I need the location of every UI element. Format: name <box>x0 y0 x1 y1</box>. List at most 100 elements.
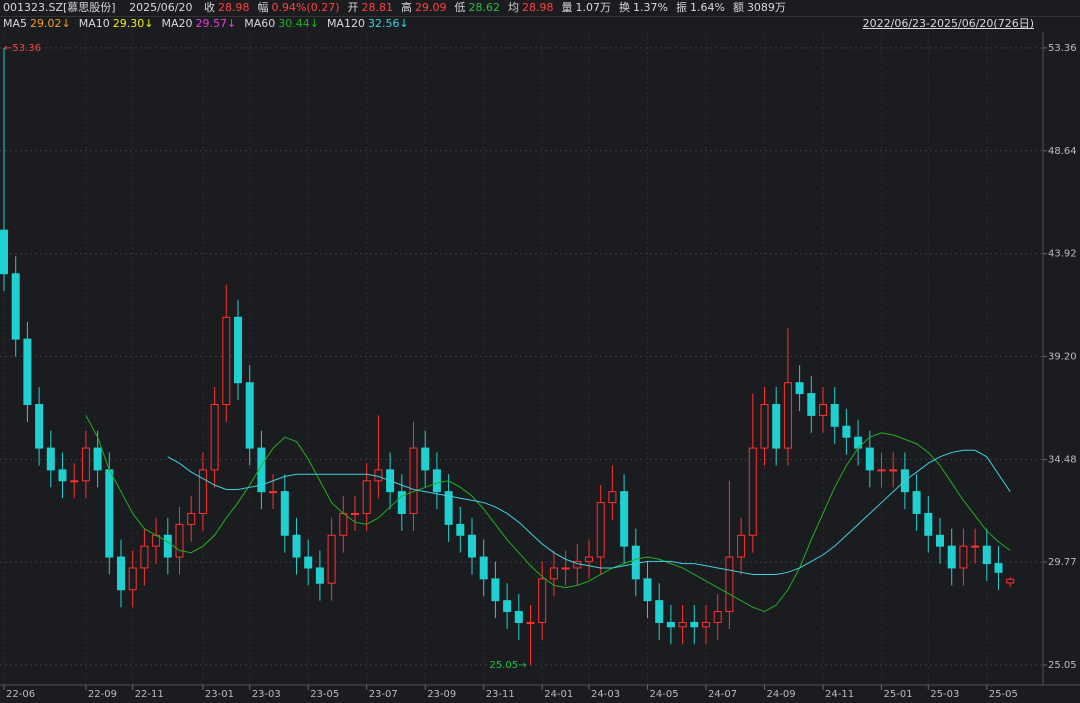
x-tick-label: 24-01 <box>544 689 573 700</box>
candle-body <box>269 491 278 494</box>
date-range[interactable]: 2022/06/23-2025/06/20(726日) <box>862 17 1034 30</box>
candle-body <box>280 491 289 536</box>
x-tick-label: 23-05 <box>310 689 339 700</box>
candle-body <box>432 469 441 493</box>
candle-body <box>912 491 921 514</box>
candle-body <box>315 567 324 584</box>
quote-value: 28.98 <box>522 1 554 14</box>
y-tick-label: 53.36 <box>1048 43 1077 54</box>
candle-body <box>444 491 453 525</box>
candle-body <box>549 567 558 580</box>
candle-body <box>292 534 301 558</box>
quote-label: 额 <box>732 1 744 14</box>
candle-body <box>971 545 980 548</box>
candle-body <box>924 512 933 536</box>
candle-body <box>234 316 242 384</box>
candle-body <box>807 393 816 416</box>
candle-body <box>690 621 699 628</box>
candle-body <box>409 447 418 514</box>
candle-body <box>666 621 675 628</box>
quote-value: 28.62 <box>468 1 501 14</box>
quote-value: 28.98 <box>218 1 250 14</box>
candle-body <box>877 469 886 472</box>
candle-body <box>760 403 769 449</box>
x-tick-label: 22-09 <box>88 689 117 700</box>
x-tick-label: 24-11 <box>825 689 854 700</box>
candle-body <box>327 534 336 584</box>
candle-body <box>23 338 32 405</box>
x-tick-label: 24-07 <box>708 689 737 700</box>
candle-body <box>737 534 746 558</box>
quote-label: 幅 <box>257 1 269 14</box>
x-tick-label: 24-03 <box>591 689 620 700</box>
candle-body <box>795 382 804 395</box>
candle-body <box>257 447 266 493</box>
date: 2025/06/20 <box>129 1 193 14</box>
candle-body <box>994 563 1003 573</box>
ma-value: 29.02↓ <box>30 17 71 30</box>
quote-bar: 001323.SZ[慕思股份] 2025/06/20 收 28.98 幅 0.94%(… <box>0 0 1080 17</box>
ma-name: MA120 <box>326 17 365 30</box>
candle-body <box>491 578 500 602</box>
ma-name: MA20 <box>161 17 193 30</box>
ma-value: 32.56↓ <box>367 17 409 30</box>
candle-body <box>105 469 114 558</box>
candle-body <box>947 545 956 569</box>
ma-value: 29.57↓ <box>195 17 237 30</box>
y-tick-label: 39.20 <box>1048 352 1077 363</box>
candle-body <box>783 382 792 449</box>
candle-body <box>503 600 512 613</box>
y-tick-label: 48.64 <box>1048 146 1077 157</box>
candle-body <box>608 491 617 504</box>
candle-body <box>643 578 652 602</box>
quote-label: 低 <box>454 1 466 14</box>
candle-body <box>865 447 874 471</box>
candle-body <box>187 512 196 525</box>
candle-body <box>339 512 348 536</box>
candle-body <box>128 567 137 591</box>
candle-body <box>456 523 465 536</box>
y-tick-label: 29.77 <box>1048 557 1077 568</box>
x-tick-label: 23-03 <box>252 689 281 700</box>
x-tick-label: 24-09 <box>767 689 796 700</box>
candle-body <box>936 534 944 547</box>
ma-value: 30.44↓ <box>278 17 319 30</box>
candle-body <box>538 578 547 623</box>
candle-body <box>0 229 8 275</box>
candle-body <box>81 447 90 482</box>
y-tick-label: 43.92 <box>1048 249 1077 260</box>
candle-body <box>397 491 406 514</box>
candle-body <box>70 480 79 483</box>
x-tick-label: 23-07 <box>369 689 398 700</box>
candle-body <box>748 447 757 536</box>
quote-value: 1.37% <box>633 1 668 14</box>
x-tick-label: 25-01 <box>884 689 913 700</box>
x-tick-label: 25-03 <box>930 689 959 700</box>
candle-body <box>702 621 710 628</box>
candle-body <box>830 403 839 427</box>
x-tick-label: 24-05 <box>650 689 679 700</box>
candle-body <box>198 469 207 514</box>
candle-body <box>479 556 488 580</box>
ma-name: MA10 <box>78 17 110 30</box>
quote-label: 量 <box>561 1 573 14</box>
candle-body <box>526 621 535 624</box>
symbol: 001323.SZ[慕思股份] <box>3 1 116 14</box>
candle-body <box>1006 578 1015 584</box>
candle-body <box>11 273 20 340</box>
x-tick-label: 23-09 <box>427 689 456 700</box>
candle-body <box>175 523 184 558</box>
quote-label: 高 <box>401 1 413 14</box>
ma-name: MA5 <box>3 17 28 30</box>
candle-body <box>58 469 67 482</box>
candle-body <box>596 502 605 558</box>
candle-body <box>362 480 371 514</box>
candle-body <box>620 491 629 547</box>
candle-body <box>561 567 570 570</box>
candle-body <box>421 447 430 471</box>
candle-body <box>304 556 313 569</box>
candle-body <box>374 469 383 482</box>
quote-label: 均 <box>508 1 520 14</box>
candle-body <box>842 425 851 438</box>
